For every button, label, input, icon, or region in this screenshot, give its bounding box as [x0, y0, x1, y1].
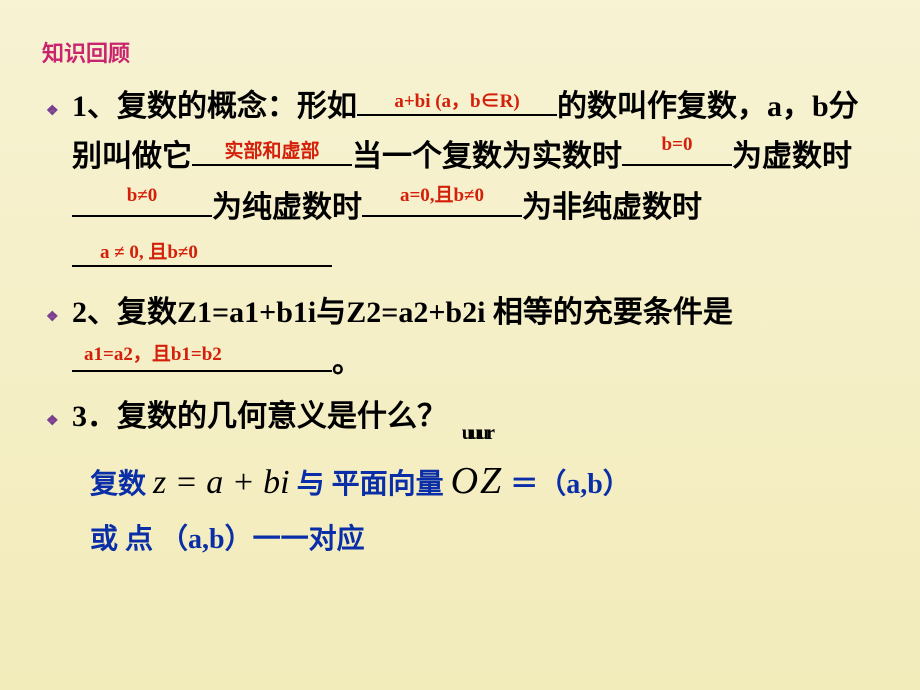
text: 1、复数的概念：形如	[72, 90, 357, 123]
blank-1: a+bi (a，b∈R)	[357, 84, 557, 116]
formula-z: z = a + bi	[153, 464, 290, 501]
fill-2: 实部和虚部	[192, 142, 352, 161]
fill-4: b≠0	[72, 186, 212, 205]
vector-label: OZ	[451, 460, 504, 502]
text: 为虚数时	[732, 140, 852, 173]
bullet-icon: ❖	[46, 410, 59, 434]
text: 2、复数Z1=a1+b1i与Z2=a2+b2i 相等的充要条件是	[72, 296, 733, 329]
bullet-icon: ❖	[46, 306, 59, 330]
bullet-item-2: ❖ 2、复数Z1=a1+b1i与Z2=a2+b2i 相等的充要条件是 a1=a2，…	[42, 288, 878, 389]
body-content: ❖ 1、复数的概念：形如a+bi (a，b∈R)的数叫作复数，a，b分别叫做它实…	[42, 82, 878, 566]
vector-oz: uuur OZ	[451, 447, 504, 515]
blank-3: b=0	[622, 134, 732, 166]
fill-6: a ≠ 0, 且b≠0	[72, 243, 332, 262]
bullet-icon: ❖	[46, 100, 59, 124]
answer-text-line2: 或 点 （a,b）一一对应	[90, 524, 365, 555]
blank-7: a1=a2，且b1=b2	[72, 340, 332, 372]
bullet-item-1: ❖ 1、复数的概念：形如a+bi (a，b∈R)的数叫作复数，a，b分别叫做它实…	[42, 82, 878, 284]
vector-arrow-icon: uuur	[451, 429, 504, 437]
blank-4: b≠0	[72, 185, 212, 217]
blank-2: 实部和虚部	[192, 134, 352, 166]
fill-5: a=0,且b≠0	[362, 186, 522, 205]
text: 。	[332, 346, 362, 379]
text: 为纯虚数时	[212, 191, 362, 224]
fill-3: b=0	[622, 135, 732, 154]
answer-text: 与 平面向量	[297, 469, 451, 500]
blank-5: a=0,且b≠0	[362, 185, 522, 217]
text: 当一个复数为实数时	[352, 140, 622, 173]
answer-block: 复数 z = a + bi 与 平面向量 uuur OZ ＝（a,b） 或 点 …	[42, 447, 878, 566]
fill-1: a+bi (a，b∈R)	[357, 92, 557, 111]
text: 3．复数的几何意义是什么？	[72, 400, 447, 433]
blank-6: a ≠ 0, 且b≠0	[72, 235, 332, 267]
answer-text: ＝（a,b）	[510, 469, 631, 500]
text: 为非纯虚数时	[522, 191, 702, 224]
fill-7: a1=a2，且b1=b2	[72, 345, 332, 364]
answer-text: 复数	[90, 469, 153, 500]
section-title: 知识回顾	[42, 36, 878, 68]
slide: 知识回顾 ❖ 1、复数的概念：形如a+bi (a，b∈R)的数叫作复数，a，b分…	[0, 0, 920, 690]
